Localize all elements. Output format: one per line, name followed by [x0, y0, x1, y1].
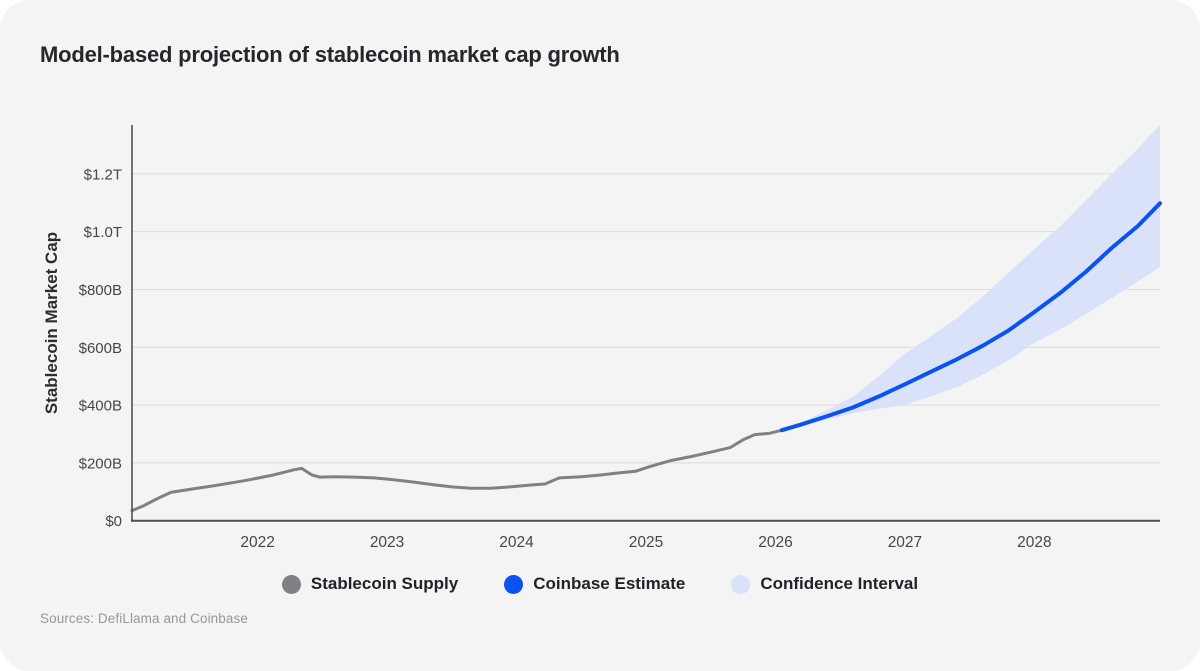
sources-note: Sources: DefiLlama and Coinbase — [40, 611, 248, 626]
circle-icon — [731, 574, 751, 594]
historical-line — [130, 428, 784, 513]
circle-icon — [281, 574, 301, 594]
legend-item-confidence-interval: Confidence Interval — [731, 574, 918, 594]
y-axis-title: Stablecoin Market Cap — [42, 232, 61, 414]
y-tick-label: $400B — [79, 398, 122, 415]
x-tick-label: 2024 — [499, 534, 534, 551]
x-tick-label: 2022 — [240, 534, 274, 551]
y-tick-label: $1.2T — [84, 166, 122, 183]
circle-icon — [504, 574, 524, 594]
chart-legend: Stablecoin Supply Coinbase Estimate Conf… — [0, 574, 1200, 594]
x-tick-label: 2026 — [758, 534, 792, 551]
y-tick-label: $1.0T — [84, 224, 122, 241]
x-tick-label: 2028 — [1017, 534, 1051, 551]
x-tick-label: 2023 — [370, 534, 404, 551]
y-tick-label: $800B — [79, 282, 122, 299]
legend-item-coinbase-estimate: Coinbase Estimate — [504, 574, 685, 594]
chart-title: Model-based projection of stablecoin mar… — [40, 42, 620, 67]
legend-label: Coinbase Estimate — [533, 574, 686, 593]
series-lines-layer — [130, 201, 1162, 513]
confidence-band — [781, 125, 1160, 431]
y-tick-label: $600B — [79, 340, 122, 357]
axes-layer — [131, 125, 1160, 522]
confidence-band-layer — [781, 125, 1160, 431]
legend-label: Stablecoin Supply — [310, 574, 459, 593]
x-tick-label: 2025 — [629, 534, 663, 551]
x-tick-label: 2027 — [888, 534, 922, 551]
tick-labels-layer: $0 $200B $400B $600B $800B $1.0T $1.2T 2022 2023… — [79, 166, 1052, 551]
gridlines-layer — [132, 173, 1160, 464]
legend-label: Confidence Interval — [760, 574, 919, 593]
legend-item-stablecoin-supply: Stablecoin Supply — [281, 574, 459, 594]
projection-line — [779, 201, 1162, 433]
y-tick-label: $200B — [79, 455, 122, 472]
y-tick-label: $0 — [105, 513, 122, 530]
